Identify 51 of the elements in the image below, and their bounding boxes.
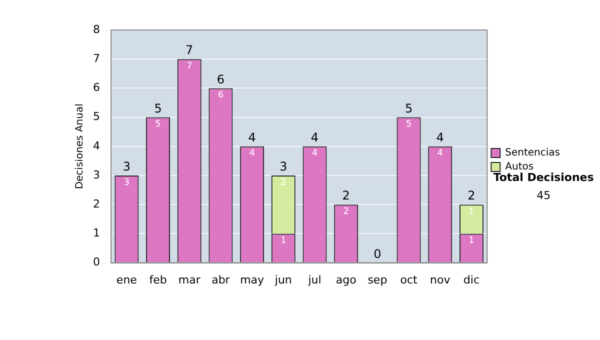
x-tick-label: ene (116, 273, 138, 286)
total-label: 6 (216, 72, 225, 86)
x-tick-label: oct (400, 273, 418, 286)
data-label: 2 (280, 178, 286, 188)
x-tick-label: mar (178, 273, 201, 286)
data-label: 7 (186, 61, 192, 72)
legend-label: Autos (505, 162, 534, 173)
x-tick-label: abr (212, 273, 230, 286)
legend-label: Sentencias (505, 148, 560, 159)
data-label: 5 (155, 120, 161, 130)
y-tick-label: 0 (93, 256, 100, 269)
data-label: 4 (312, 148, 318, 159)
data-label: 1 (468, 236, 474, 246)
text: 45 (536, 188, 551, 202)
total-label: 2 (468, 188, 476, 203)
total-label: 2 (342, 188, 350, 203)
data-label: 4 (437, 148, 444, 159)
total-label: 4 (436, 130, 444, 145)
x-tick-label: feb (149, 273, 167, 286)
total-label: 0 (374, 246, 382, 261)
total-label: 4 (310, 130, 319, 145)
data-label: 5 (406, 120, 412, 130)
y-tick-label: 2 (93, 197, 100, 210)
y-tick-label: 5 (93, 110, 100, 124)
total-label: 3 (280, 160, 288, 174)
data-label: 6 (218, 90, 224, 101)
x-tick-label: ago (336, 273, 357, 286)
x-tick-label: dic (463, 273, 480, 286)
y-tick-label: 6 (93, 81, 100, 94)
x-tick-label: jun (274, 273, 292, 286)
total-label: 4 (248, 130, 256, 145)
x-tick-label: sep (368, 273, 388, 286)
y-tick-label: 4 (93, 139, 100, 152)
y-tick-label: 8 (93, 22, 100, 36)
data-label: 2 (343, 206, 349, 217)
data-label: 1 (468, 206, 474, 217)
x-tick-label: nov (430, 273, 451, 286)
y-tick-label: 7 (93, 52, 100, 65)
x-tick-label: jul (307, 273, 322, 286)
y-axis-title: Decisiones Anual (74, 104, 86, 190)
total-label: 7 (186, 43, 194, 58)
x-tick-label: may (240, 273, 265, 286)
y-tick-label: 1 (93, 226, 100, 240)
data-label: 1 (280, 236, 286, 246)
total-label: 3 (122, 160, 130, 174)
data-label: 4 (249, 148, 256, 159)
total-label: 5 (154, 101, 162, 116)
total-label: 5 (404, 101, 413, 116)
data-label: 3 (124, 178, 130, 188)
y-tick-label: 3 (93, 168, 100, 182)
text: Total Decisiones (493, 170, 594, 184)
